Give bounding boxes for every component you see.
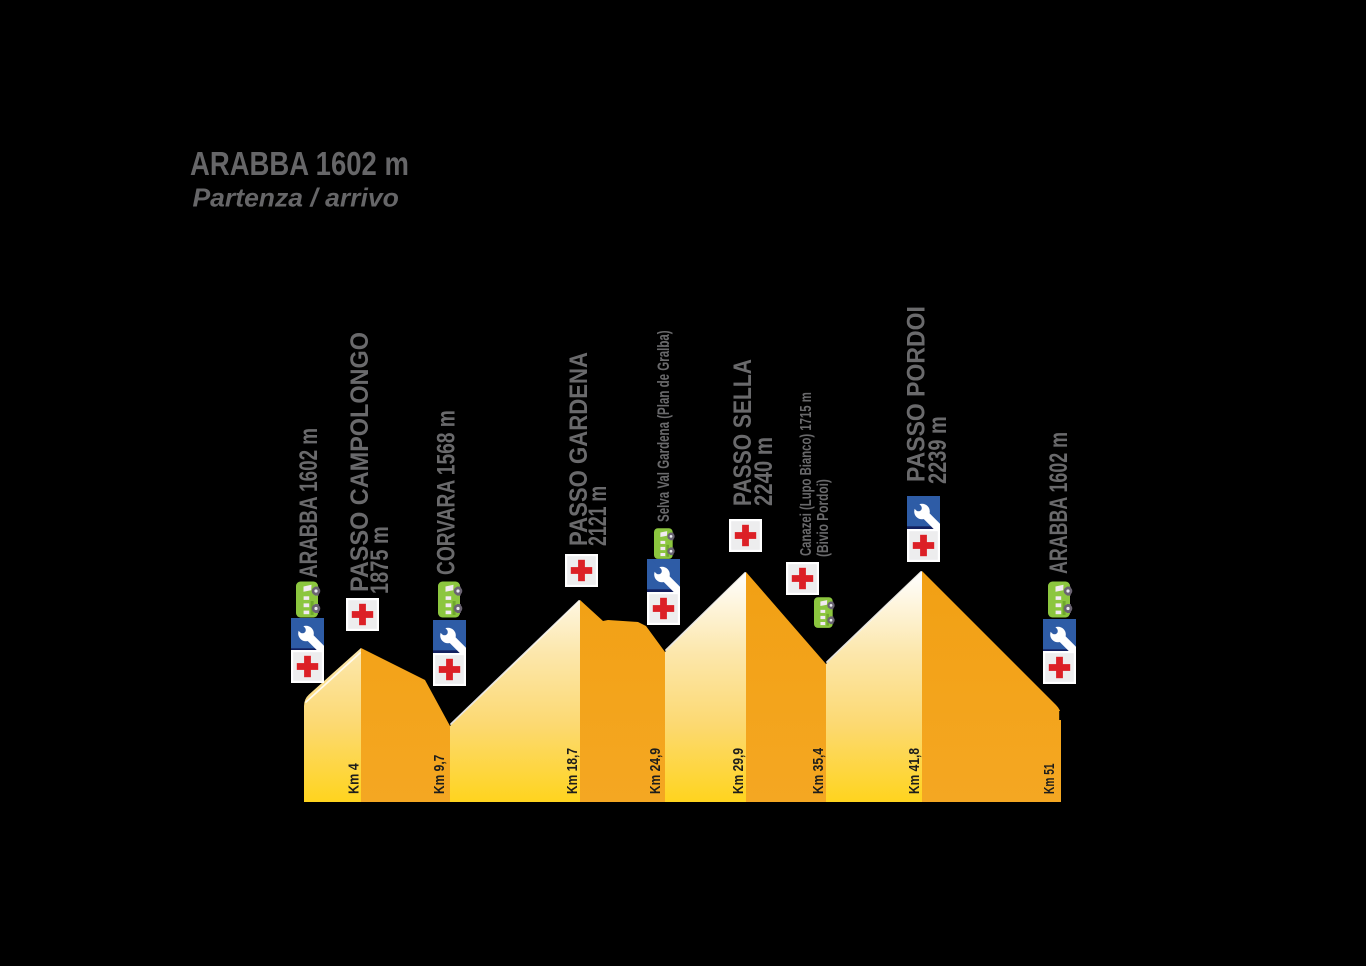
svg-text:PASSO GARDENA: PASSO GARDENA bbox=[566, 352, 594, 546]
svg-text:Km 41,8: Km 41,8 bbox=[906, 748, 923, 794]
svg-text:ARABBA 1602 m: ARABBA 1602 m bbox=[1044, 432, 1073, 574]
svg-text:PASSO SELLA: PASSO SELLA bbox=[728, 359, 756, 506]
svg-text:Canazei (Lupo Bianco) 1715 m: Canazei (Lupo Bianco) 1715 m bbox=[796, 392, 814, 556]
svg-text:Partenza / arrivo: Partenza / arrivo bbox=[193, 183, 399, 213]
svg-text:(Bivio Pordoi): (Bivio Pordoi) bbox=[813, 479, 831, 557]
svg-text:2121 m: 2121 m bbox=[583, 486, 612, 546]
svg-text:ARABBA 1602 m: ARABBA 1602 m bbox=[190, 147, 409, 183]
svg-text:Km 9,7: Km 9,7 bbox=[431, 755, 448, 794]
svg-text:CORVARA 1568 m: CORVARA 1568 m bbox=[432, 410, 460, 575]
svg-text:Km 35,4: Km 35,4 bbox=[810, 748, 827, 794]
svg-text:2239 m: 2239 m bbox=[924, 416, 952, 484]
svg-text:2240 m: 2240 m bbox=[749, 437, 778, 506]
svg-text:Km 51: Km 51 bbox=[1040, 763, 1058, 794]
svg-text:Km 18,7: Km 18,7 bbox=[564, 748, 581, 794]
svg-text:Selva Val Gardena (Plan de Gra: Selva Val Gardena (Plan de Gralba) bbox=[655, 330, 674, 522]
svg-text:Km 29,9: Km 29,9 bbox=[730, 748, 747, 794]
svg-text:Km 24,9: Km 24,9 bbox=[647, 748, 664, 794]
svg-text:Km 4: Km 4 bbox=[344, 763, 361, 794]
svg-text:PASSO CAMPOLONGO: PASSO CAMPOLONGO bbox=[346, 332, 374, 592]
svg-text:1875 m: 1875 m bbox=[366, 526, 394, 594]
svg-text:PASSO PORDOI: PASSO PORDOI bbox=[903, 306, 931, 482]
svg-text:ARABBA 1602 m: ARABBA 1602 m bbox=[294, 428, 322, 578]
